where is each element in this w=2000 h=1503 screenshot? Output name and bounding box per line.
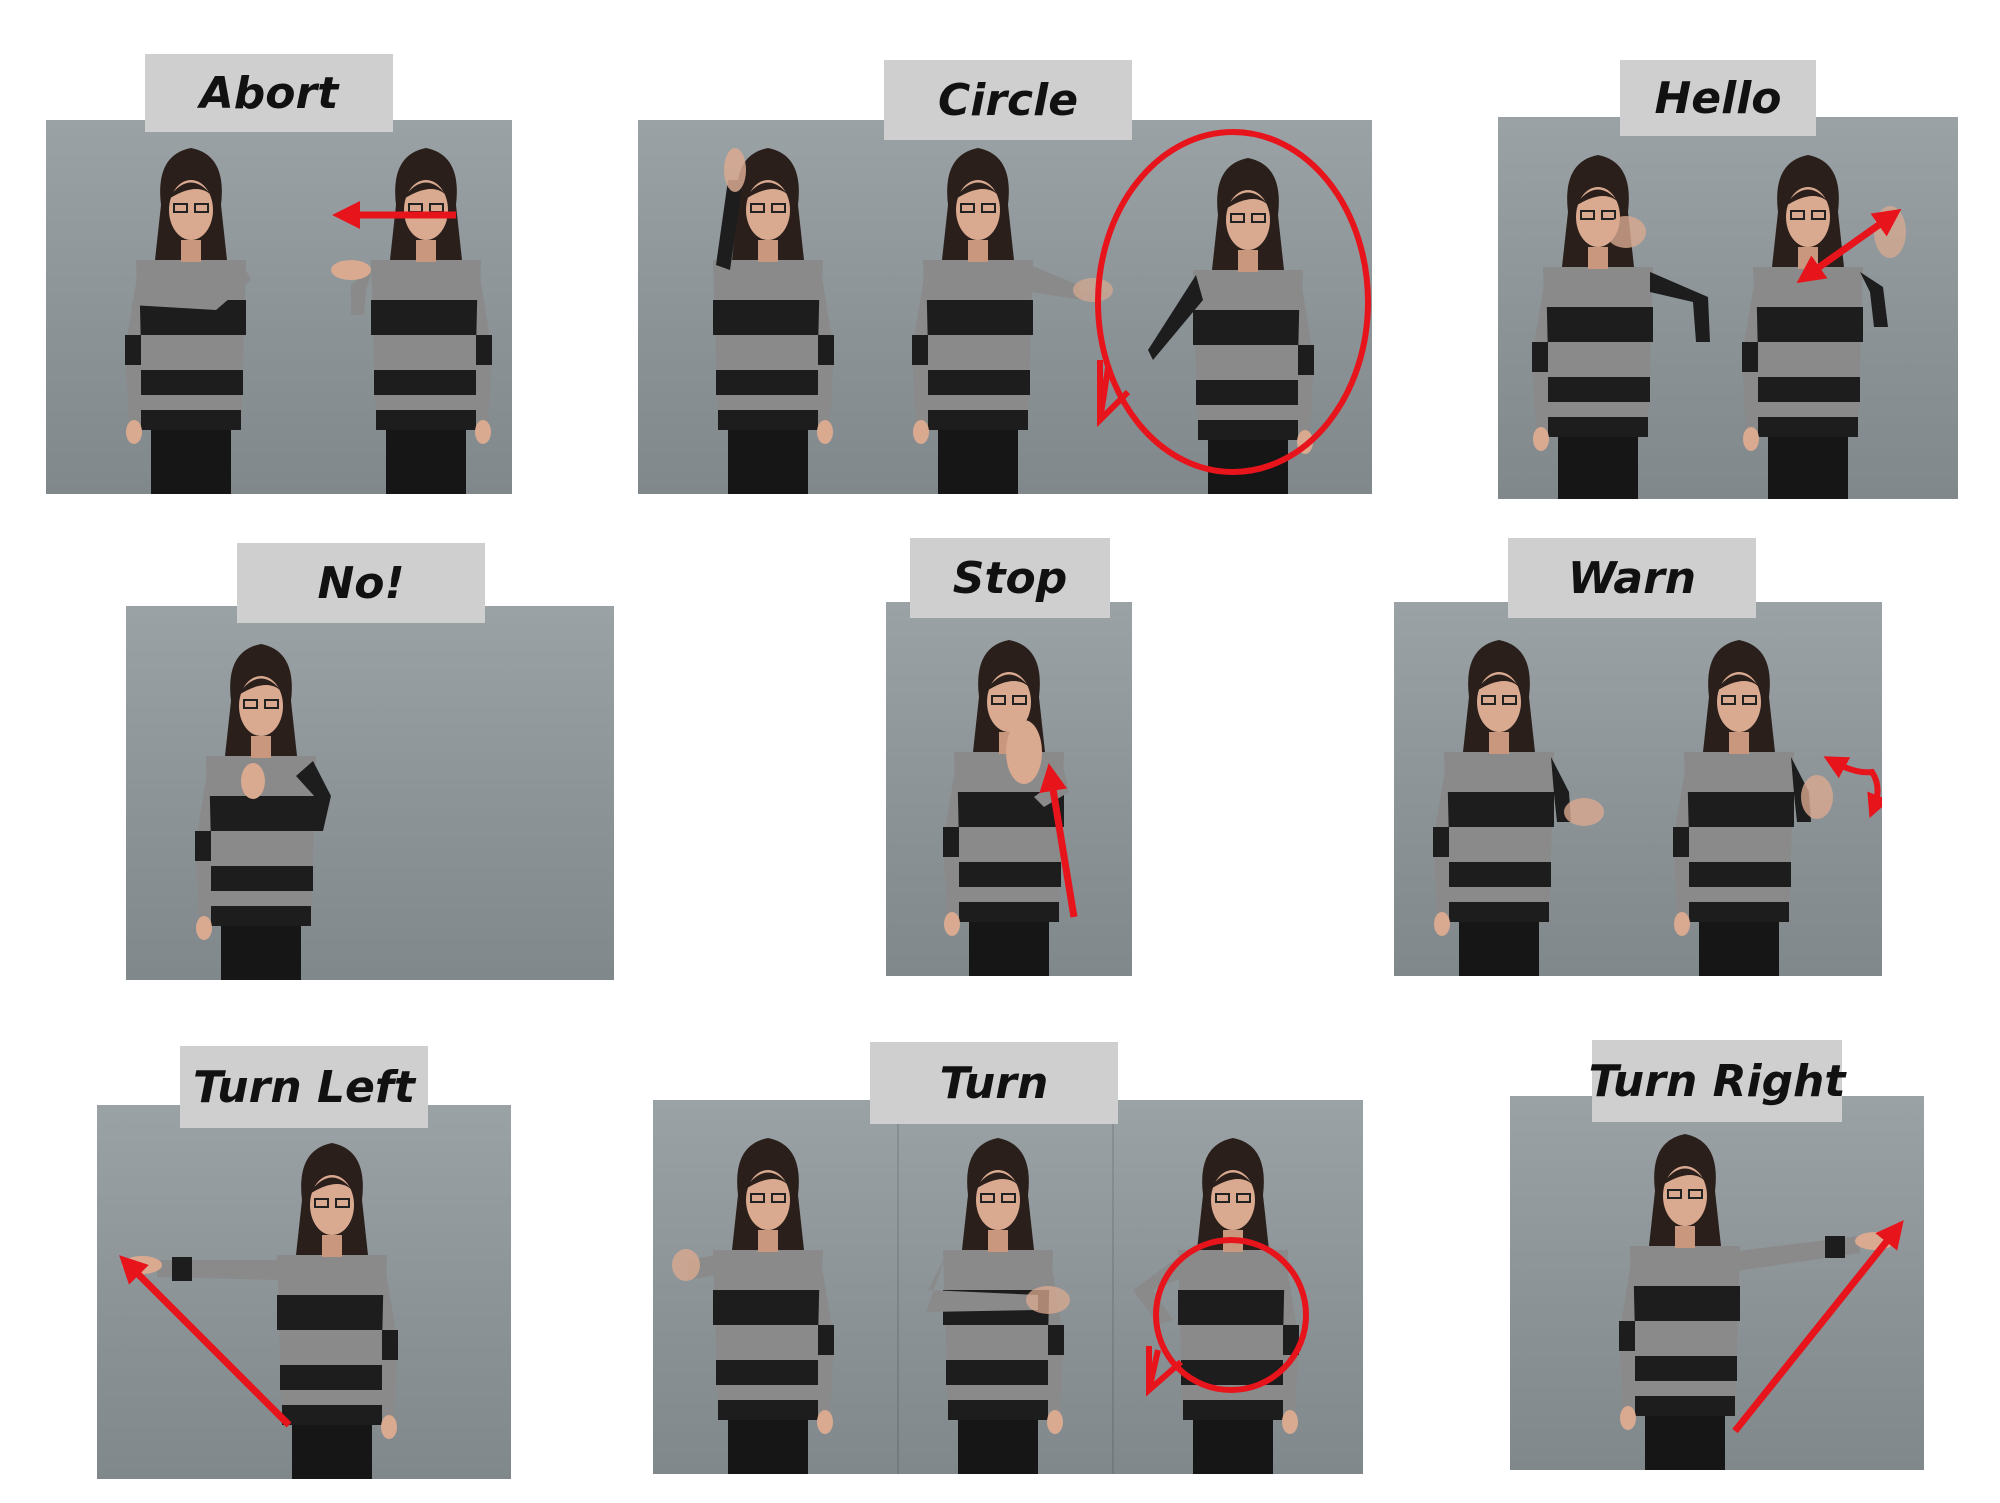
gesture-photo-stop [886,602,1132,976]
gesture-photo-warn [1394,602,1882,976]
gesture-photo-abort [46,120,512,494]
gesture-label-circle: Circle [884,60,1132,140]
turn-right-arrow [1732,1220,1904,1434]
gesture-photo-no [126,606,614,980]
stop-illustration [943,639,1078,976]
gesture-label-hello: Hello [1620,60,1816,136]
gesture-label-turn-left: Turn Left [180,1046,428,1128]
gesture-label-no: No! [237,543,485,623]
stop-arrow [1039,763,1078,918]
warn-illustration [1433,639,1882,976]
gesture-label-abort: Abort [145,54,393,132]
gesture-photo-hello [1498,117,1958,499]
gesture-label-turn: Turn [870,1042,1118,1124]
turn-illustration [672,1100,1309,1474]
turn-arrow [1153,1237,1309,1393]
gesture-label-warn: Warn [1508,538,1756,618]
no-illustration [195,643,331,980]
warn-arrow [1823,756,1882,819]
turn-left-arrow [119,1255,292,1428]
gesture-photo-turn [653,1100,1363,1474]
gesture-label-stop: Stop [910,538,1110,618]
gesture-photo-circle [638,120,1372,494]
abort-illustration [125,147,492,494]
hello-arrow [1796,208,1902,284]
hello-illustration [1532,154,1906,499]
circle-illustration [712,129,1371,494]
circle-arrow [1095,129,1371,475]
gesture-label-turn-right: Turn Right [1589,1040,1845,1122]
gesture-photo-turn-right [1510,1096,1924,1470]
turn-left-illustration [119,1142,398,1479]
turn-right-illustration [1619,1133,1904,1470]
gesture-photo-turn-left [97,1105,511,1479]
